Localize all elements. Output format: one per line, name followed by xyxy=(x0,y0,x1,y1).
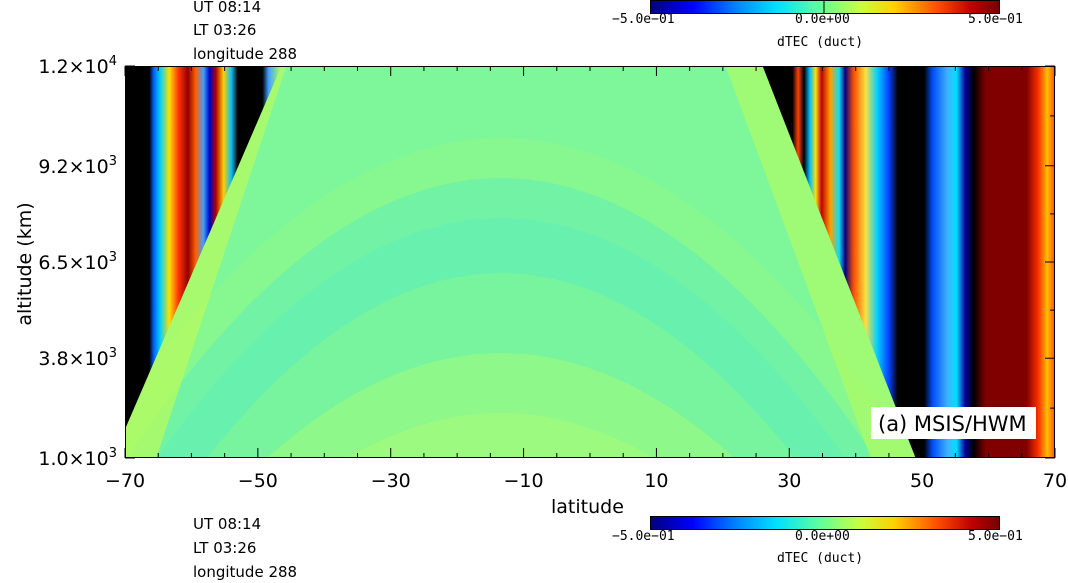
y-tick-label: 6.5×103 xyxy=(38,250,117,274)
top-info-lt: LT 03:26 xyxy=(193,21,257,39)
top-colorbar-max-label: 5.0e−01 xyxy=(968,12,1023,27)
bottom-info-longitude: longitude 288 xyxy=(193,563,298,581)
heatmap-svg: (a) MSIS/HWM xyxy=(126,67,1054,457)
annotation-box xyxy=(871,407,1036,439)
x-tick-label: −30 xyxy=(371,470,411,492)
top-colorbar-title: dTEC (duct) xyxy=(777,35,864,50)
heatmap-right-bands xyxy=(763,67,1054,457)
bottom-colorbar xyxy=(650,516,1000,530)
heatmap-plot: (a) MSIS/HWM xyxy=(125,66,1055,458)
top-colorbar xyxy=(650,0,1000,14)
x-tick-label: −10 xyxy=(504,470,544,492)
heatmap-arch-inner xyxy=(349,413,653,457)
x-axis-label: latitude xyxy=(551,496,624,518)
x-tick-label: 70 xyxy=(1043,470,1067,492)
top-info-ut: UT 08:14 xyxy=(193,0,262,16)
y-axis-label: altitude (km) xyxy=(14,202,36,326)
top-colorbar-mid-label: 0.0e+00 xyxy=(795,12,850,27)
y-tick-label: 1.2×104 xyxy=(38,54,117,78)
bottom-colorbar-max-label: 5.0e−01 xyxy=(968,529,1023,544)
top-colorbar-min-label: −5.0e−01 xyxy=(612,12,675,27)
heatmap-left-transition xyxy=(126,67,286,457)
heatmap-left-bands xyxy=(126,67,281,427)
bottom-info-lt: LT 03:26 xyxy=(193,539,257,557)
x-tick-label: 50 xyxy=(910,470,934,492)
x-tick-label: 30 xyxy=(777,470,801,492)
top-info-longitude: longitude 288 xyxy=(193,45,298,63)
heatmap-right-transition xyxy=(726,67,916,457)
bottom-colorbar-title: dTEC (duct) xyxy=(777,551,864,566)
bottom-colorbar-min-label: −5.0e−01 xyxy=(612,529,675,544)
heatmap-arch-5 xyxy=(268,353,734,457)
bottom-colorbar-mid-label: 0.0e+00 xyxy=(795,529,850,544)
y-tick-label: 9.2×103 xyxy=(38,154,117,178)
x-tick-label: −50 xyxy=(238,470,278,492)
x-tick-label: −70 xyxy=(105,470,145,492)
bottom-info-ut: UT 08:14 xyxy=(193,515,262,533)
y-tick-label: 1.0×103 xyxy=(38,446,117,470)
annotation-text: (a) MSIS/HWM xyxy=(878,412,1027,436)
x-tick-label: 10 xyxy=(644,470,668,492)
y-tick-label: 3.8×103 xyxy=(38,346,117,370)
